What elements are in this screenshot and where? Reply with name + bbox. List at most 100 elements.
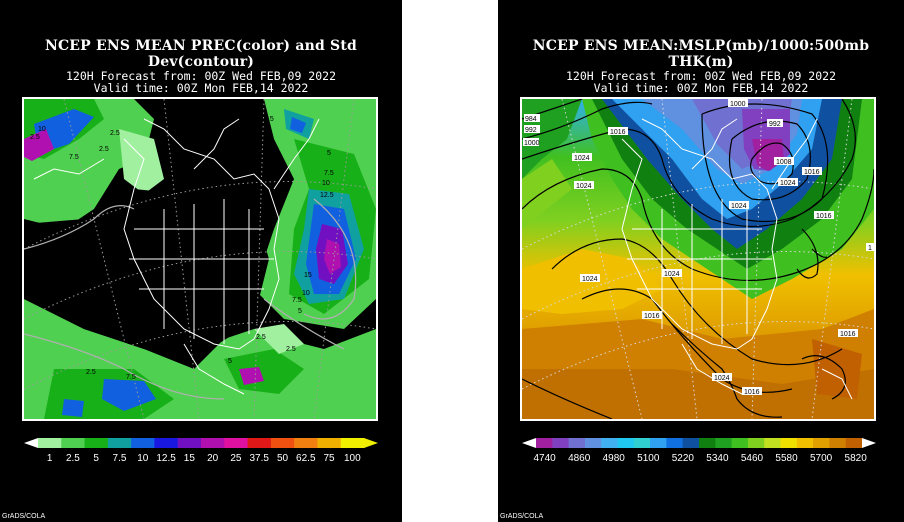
isobar-label: 1024 xyxy=(582,276,598,283)
colorbar-label: 20 xyxy=(207,453,219,464)
colorbar-label: 15 xyxy=(183,453,195,464)
isobar-label: 1024 xyxy=(731,203,747,210)
colorbar-label: 5700 xyxy=(809,453,833,464)
contour-label: 12.5 xyxy=(320,192,334,199)
colorbar-label: 75 xyxy=(323,453,335,464)
isobar-label: 1000 xyxy=(730,101,746,108)
contour-label: 2.5 xyxy=(264,116,274,123)
precip-map-graphic: 2.5 10 7.5 2.5 2.5 2.5 5 7.5 10 12.5 15 … xyxy=(24,99,376,419)
isobar-label: 1016 xyxy=(610,129,626,136)
contour-label: 15 xyxy=(304,272,312,279)
precip-valid-time: Valid time: 00Z Mon FEB,14 2022 xyxy=(93,81,309,95)
contour-label: 10 xyxy=(302,290,310,297)
colorbar-swatch xyxy=(201,438,225,448)
contour-label: 5 xyxy=(298,308,302,315)
colorbar-label: 5340 xyxy=(706,453,729,464)
colorbar-arrow-left xyxy=(24,438,38,448)
isobar-label: 1024 xyxy=(574,155,590,162)
contour-label: 7.5 xyxy=(126,374,136,381)
mslp-valid-time: Valid time: 00Z Mon FEB,14 2022 xyxy=(593,81,809,95)
colorbar-swatch xyxy=(317,438,342,448)
contour-label: 2.5 xyxy=(86,369,96,376)
colorbar-swatch xyxy=(568,438,586,448)
colorbar-label: 1 xyxy=(46,453,53,464)
colorbar-swatch xyxy=(747,438,765,448)
contour-label: 2.5 xyxy=(99,146,109,153)
isobar-label: 1016 xyxy=(744,389,760,396)
precip-colorbar: 1 2.5 5 7.5 10 12.5 15 20 25 37.5 50 62.5 75 100 xyxy=(24,438,378,466)
colorbar-label: 4740 xyxy=(533,453,556,464)
colorbar-swatch xyxy=(340,438,365,448)
colorbar-label: 2.5 xyxy=(65,453,80,464)
isobar-label: 992 xyxy=(525,127,537,134)
isobar-label: 1016 xyxy=(840,331,856,338)
mslp-forecast-from: 120H Forecast from: 00Z Wed FEB,09 2022 xyxy=(565,69,837,83)
isobar-label: 1024 xyxy=(714,375,730,382)
contour-label: 7.5 xyxy=(324,170,334,177)
colorbar-swatch xyxy=(731,438,749,448)
colorbar-swatch xyxy=(764,438,781,448)
colorbar-arrow-left xyxy=(522,438,536,448)
colorbar-swatch xyxy=(829,438,847,448)
contour-label: 2.5 xyxy=(110,130,120,137)
colorbar-swatch xyxy=(584,438,602,448)
mslp-credit: GrADS/COLA xyxy=(500,513,544,520)
contour-label: 5 xyxy=(228,358,232,365)
colorbar-swatch xyxy=(617,438,635,448)
isobar-label: 992 xyxy=(769,121,781,128)
colorbar-swatch xyxy=(796,438,814,448)
colorbar-swatch xyxy=(154,438,179,448)
isobar-label: 1008 xyxy=(776,159,792,166)
colorbar-swatch xyxy=(666,438,684,448)
colorbar-swatch xyxy=(84,438,109,448)
colorbar-swatch xyxy=(536,438,553,448)
contour-label: 5 xyxy=(327,150,331,157)
colorbar-swatch xyxy=(601,438,618,448)
colorbar-arrow-right xyxy=(364,438,378,448)
colorbar-label: 5820 xyxy=(844,453,867,464)
contour-label: 10 xyxy=(322,180,330,187)
mslp-panel: NCEP ENS MEAN:MSLP(mb)/1000:500mb THK(m)… xyxy=(498,0,904,522)
colorbar-label: 5100 xyxy=(637,453,660,464)
isobar-label: 1024 xyxy=(780,180,796,187)
colorbar-swatch xyxy=(107,438,132,448)
colorbar-swatch xyxy=(780,438,798,448)
colorbar-swatch xyxy=(845,438,863,448)
colorbar-swatch xyxy=(247,438,272,448)
isobar-label: 1016 xyxy=(644,313,660,320)
colorbar-swatch xyxy=(813,438,830,448)
thickness-colorbar: 4740 4860 4980 5100 5220 5340 5460 5580 5700 5820 xyxy=(522,438,876,466)
contour-label: 7.5 xyxy=(69,154,79,161)
colorbar-swatch xyxy=(699,438,716,448)
precip-panel: NCEP ENS MEAN PREC(color) and Std Dev(co… xyxy=(0,0,402,522)
precip-title: NCEP ENS MEAN PREC(color) and Std Dev(co… xyxy=(44,38,358,70)
isobar-label: 1016 xyxy=(804,169,820,176)
colorbar-swatch xyxy=(552,438,570,448)
colorbar-swatch xyxy=(633,438,651,448)
colorbar-label: 5 xyxy=(93,453,99,464)
colorbar-label: 5580 xyxy=(775,453,798,464)
colorbar-swatch xyxy=(715,438,733,448)
isobar-label: 984 xyxy=(525,116,537,123)
colorbar-swatch xyxy=(131,438,155,448)
colorbar-swatch xyxy=(61,438,86,448)
colorbar-label: 10 xyxy=(137,453,149,464)
contour-label: 2.5 xyxy=(286,346,296,353)
colorbar-swatch xyxy=(270,438,295,448)
contour-label: 7.5 xyxy=(292,297,302,304)
isobar-label: 1 xyxy=(868,245,872,252)
mslp-title: NCEP ENS MEAN:MSLP(mb)/1000:500mb THK(m) xyxy=(532,38,870,70)
mslp-map-graphic: 984 992 1000 1024 1016 1000 992 1008 101… xyxy=(522,99,874,419)
colorbar-swatch xyxy=(224,438,249,448)
contour-label: 2.5 xyxy=(30,134,40,141)
colorbar-label: 12.5 xyxy=(156,453,176,464)
colorbar-swatch xyxy=(650,438,667,448)
colorbar-label: 37.5 xyxy=(249,453,269,464)
precip-forecast-from: 120H Forecast from: 00Z Wed FEB,09 2022 xyxy=(65,69,337,83)
mslp-title-block: NCEP ENS MEAN:MSLP(mb)/1000:500mb THK(m)… xyxy=(498,38,904,94)
colorbar-label: 62.5 xyxy=(296,453,316,464)
colorbar-label: 50 xyxy=(276,453,289,464)
colorbar-swatch xyxy=(177,438,202,448)
precip-credit: GrADS/COLA xyxy=(2,513,46,520)
colorbar-label: 4860 xyxy=(568,453,591,464)
